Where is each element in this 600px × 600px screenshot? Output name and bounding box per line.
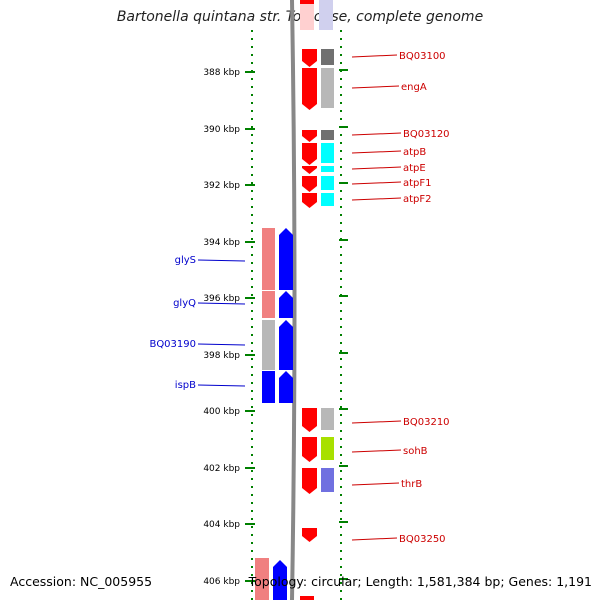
gene-label-ispB: ispB <box>175 380 196 391</box>
gene-label-atpF1: atpF1 <box>403 178 432 189</box>
gene-arrow-sohB <box>302 437 317 462</box>
gene-label-leader <box>351 420 402 424</box>
gene-arrow-BQ03100 <box>302 49 317 67</box>
gene-label-leader <box>351 54 398 58</box>
gene-arrow-thrB <box>302 468 317 494</box>
gene-label-BQ03120: BQ03120 <box>403 129 450 140</box>
gene-label-leader <box>197 302 246 305</box>
gene-feature-bar <box>321 166 334 172</box>
gene-label-leader <box>351 537 398 541</box>
gene-label-atpE: atpE <box>403 163 426 174</box>
gene-arrow-BQ03210 <box>302 408 317 432</box>
gene-label-leader <box>351 449 402 453</box>
gene-label-leader <box>351 166 402 170</box>
gene-label-leader <box>197 384 246 387</box>
gene-label-BQ03100: BQ03100 <box>399 51 446 62</box>
scale-tick-label: 400 kbp <box>203 407 240 417</box>
gene-label-leader <box>197 343 246 346</box>
gene-feature-bar <box>321 193 334 206</box>
gene-glyph <box>300 0 314 4</box>
gene-arrow-BQ03120 <box>302 130 317 142</box>
gene-arrow-BQ03190 <box>279 320 293 370</box>
gene-label-glyS: glyS <box>175 255 196 266</box>
gene-label-leader <box>197 259 246 262</box>
gene-feature-bar <box>262 291 275 318</box>
gene-glyph <box>300 596 314 600</box>
gene-label-sohB: sohB <box>403 446 428 457</box>
gene-label-glyQ: glyQ <box>173 298 196 309</box>
gene-label-BQ03190: BQ03190 <box>149 339 196 350</box>
gene-label-atpB: atpB <box>403 147 426 158</box>
gene-arrow-atpE <box>302 166 317 174</box>
gene-arrow-BQ03250 <box>302 528 317 542</box>
gene-label-atpF2: atpF2 <box>403 194 432 205</box>
scale-tick-label: 402 kbp <box>203 464 240 474</box>
scale-tick-label: 392 kbp <box>203 181 240 191</box>
gene-feature-bar <box>321 176 334 190</box>
gene-arrow-glyS <box>279 228 293 290</box>
gene-label-leader <box>351 482 400 486</box>
gene-feature-bar <box>300 4 314 30</box>
gene-feature-bar <box>321 68 334 108</box>
gene-label-thrB: thrB <box>401 479 422 490</box>
gene-feature-bar <box>321 408 334 430</box>
gene-label-leader <box>351 197 402 201</box>
gene-feature-bar <box>321 468 334 492</box>
gene-label-engA: engA <box>401 82 427 93</box>
gene-arrow-engA <box>302 68 317 110</box>
scale-tick-label: 398 kbp <box>203 351 240 361</box>
gene-feature-bar <box>262 228 275 290</box>
gene-feature-bar <box>319 0 333 30</box>
gene-feature-bar <box>321 49 334 65</box>
scale-tick-label: 388 kbp <box>203 68 240 78</box>
gene-arrow-glyQ <box>279 291 293 318</box>
gene-feature-bar <box>262 320 275 370</box>
gene-feature-bar <box>321 130 334 140</box>
scale-tick-label: 404 kbp <box>203 520 240 530</box>
scale-tick-label: 394 kbp <box>203 238 240 248</box>
accession-label: Accession: NC_005955 <box>10 574 153 589</box>
scale-tick-label: 390 kbp <box>203 125 240 135</box>
gene-label-leader <box>351 132 402 136</box>
gene-arrow-atpF1 <box>302 176 317 192</box>
gene-label-BQ03250: BQ03250 <box>399 534 446 545</box>
gene-label-leader <box>351 85 400 89</box>
gene-arrow-atpB <box>302 143 317 165</box>
gene-feature-bar <box>262 371 275 403</box>
genome-summary: Topology: circular; Length: 1,581,384 bp… <box>248 574 592 589</box>
gene-feature-bar <box>321 437 334 460</box>
gene-label-leader <box>351 181 402 185</box>
scale-tick-label: 396 kbp <box>203 294 240 304</box>
genome-backbone <box>290 0 297 600</box>
scale-tick-label: 406 kbp <box>203 577 240 587</box>
gene-arrow-ispB <box>279 371 293 403</box>
gene-feature-bar <box>321 143 334 163</box>
gene-arrow-atpF2 <box>302 193 317 208</box>
gene-label-leader <box>351 150 402 154</box>
gene-feature-bar <box>255 558 269 600</box>
gene-glyph <box>273 560 287 600</box>
gene-label-BQ03210: BQ03210 <box>403 417 450 428</box>
